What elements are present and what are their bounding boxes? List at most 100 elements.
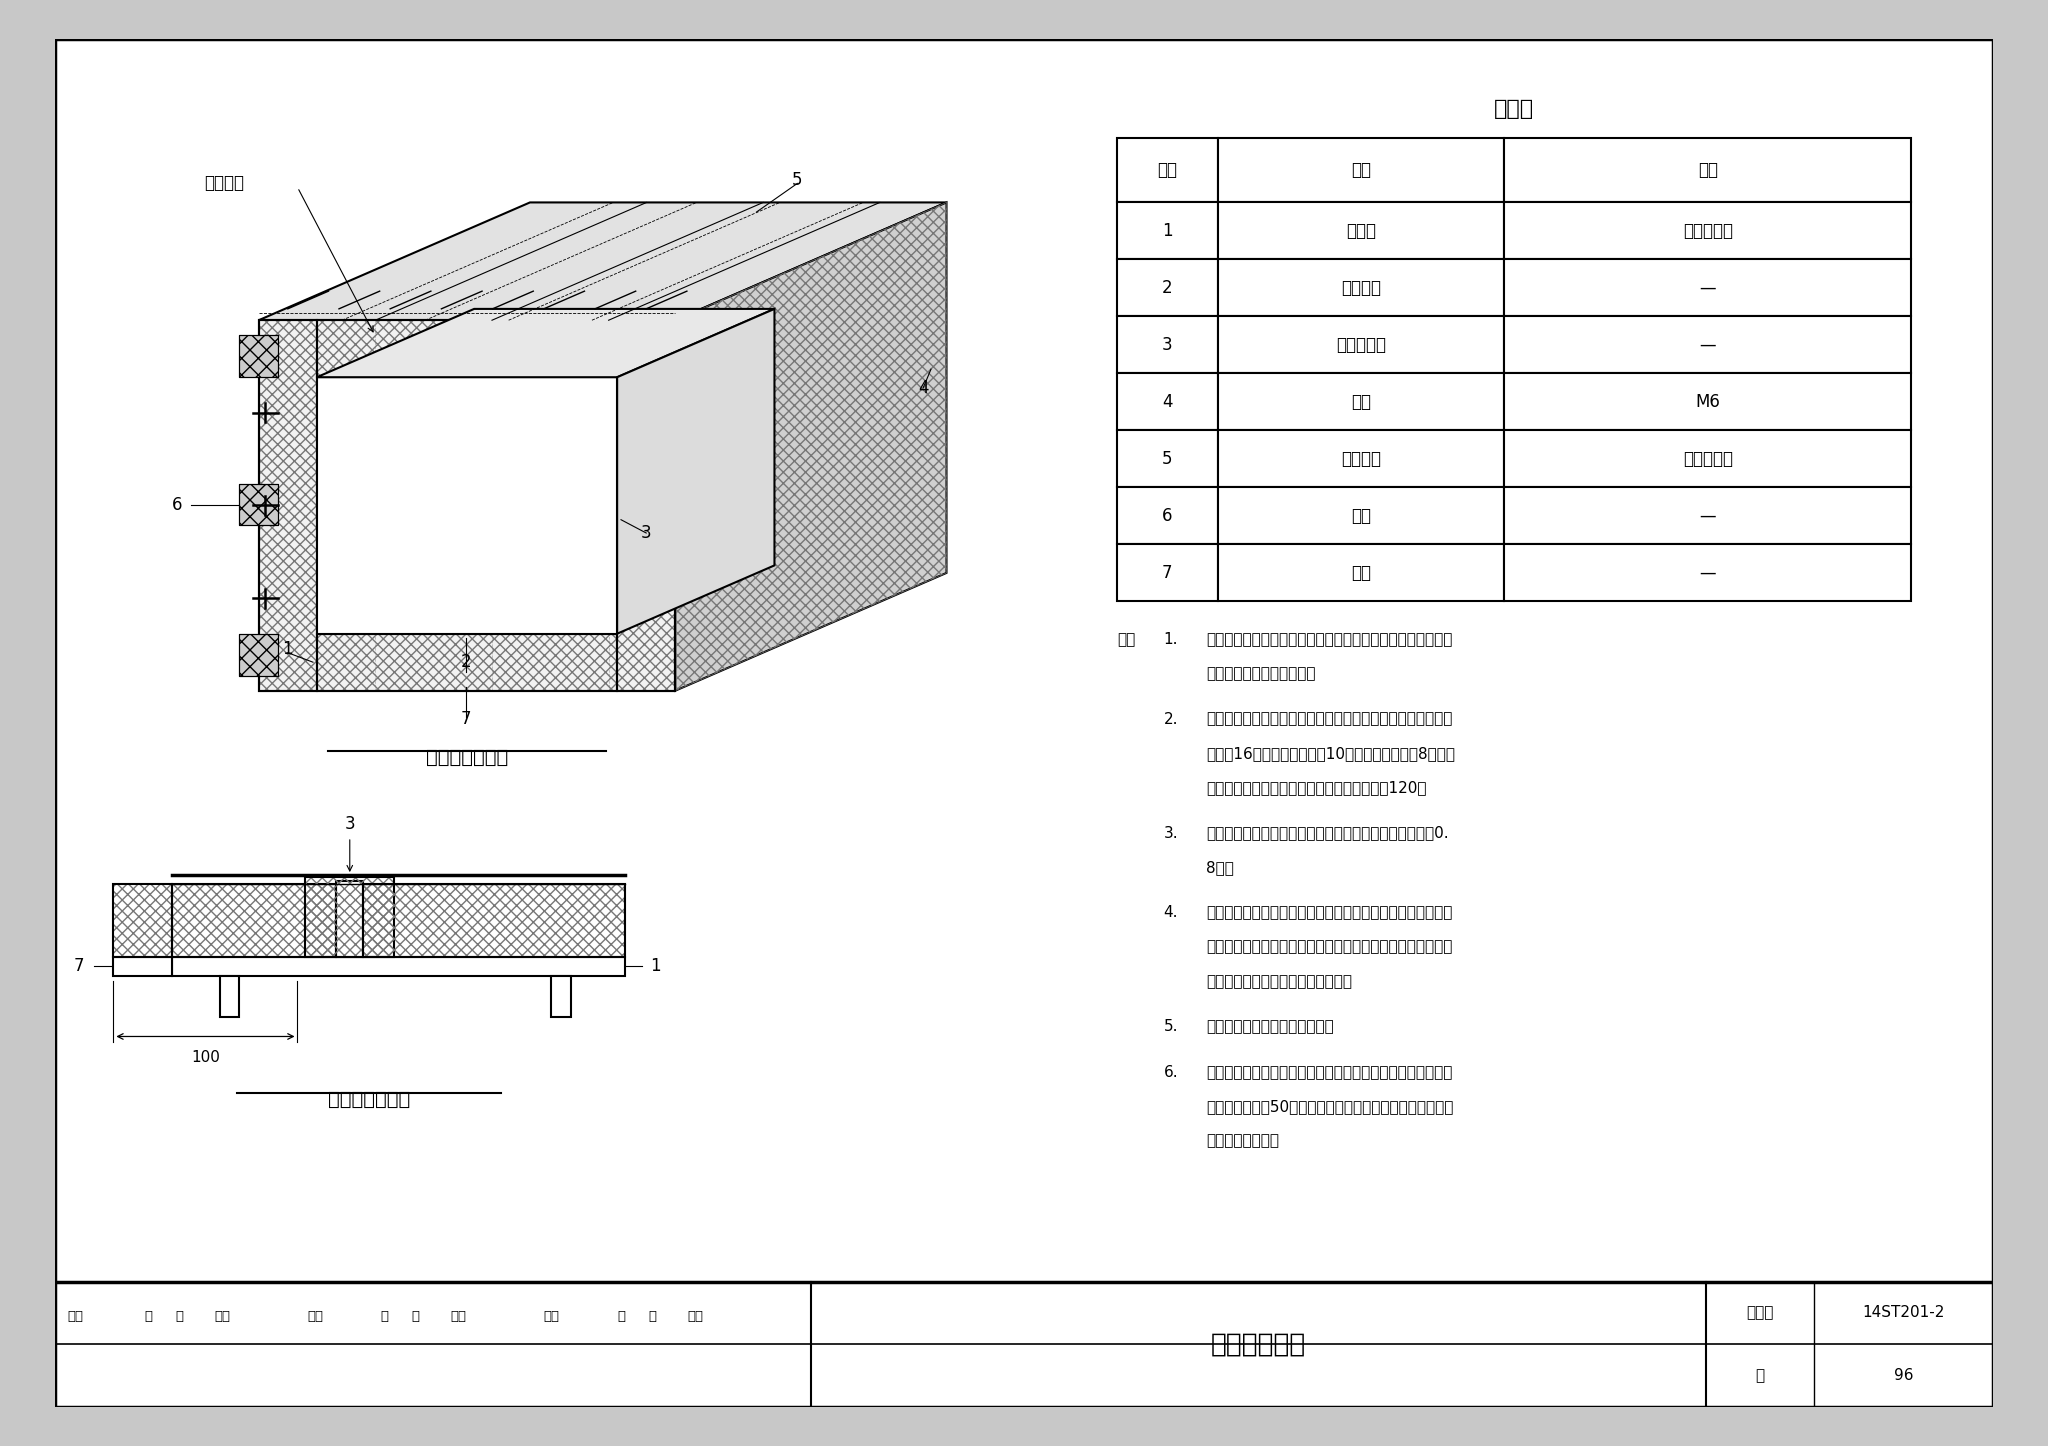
Bar [172, 885, 336, 957]
Bar [240, 633, 279, 675]
Text: 100: 100 [190, 1050, 219, 1064]
Text: 旭: 旭 [647, 1310, 655, 1323]
Bar [1505, 137, 1911, 202]
Bar [240, 633, 279, 675]
Text: 。铝板保护壳施工时，应注意风阀执行机构的手柄和接线便于: 。铝板保护壳施工时，应注意风阀执行机构的手柄和接线便于 [1206, 940, 1452, 954]
Bar [172, 885, 336, 957]
Bar [113, 957, 172, 976]
Text: 6.: 6. [1163, 1066, 1178, 1080]
Polygon shape [616, 309, 774, 633]
Text: 带有防潮隔汽层绝热材料的拼缝处，应用粘胶带封严。粘胶带: 带有防潮隔汽层绝热材料的拼缝处，应用粘胶带封严。粘胶带 [1206, 1066, 1452, 1080]
Text: 1: 1 [1161, 221, 1174, 240]
Text: 行保温钉至风管或保温材料边沿的距离应小于120。: 行保温钉至风管或保温材料边沿的距离应小于120。 [1206, 779, 1427, 795]
Bar [305, 876, 395, 957]
Text: 名称: 名称 [1352, 161, 1370, 179]
Text: 庐马: 庐马 [451, 1310, 467, 1323]
Bar [113, 885, 172, 957]
Text: 页: 页 [1755, 1368, 1765, 1384]
Bar [113, 885, 172, 957]
Text: 图集号: 图集号 [1747, 1306, 1774, 1320]
Text: 刘: 刘 [616, 1310, 625, 1323]
Bar [240, 483, 279, 525]
Text: 操作，并保证机构处保温棉不外露。: 操作，并保证机构处保温棉不外露。 [1206, 973, 1352, 989]
Bar [1116, 373, 1219, 431]
Bar [362, 885, 625, 957]
Text: 审核: 审核 [68, 1310, 82, 1323]
Bar [1116, 317, 1219, 373]
Text: 1: 1 [651, 957, 662, 975]
Bar [317, 320, 616, 377]
Polygon shape [258, 202, 946, 320]
Bar [362, 885, 625, 957]
Text: 96: 96 [1894, 1368, 1913, 1384]
Text: 应少于16个，侧面不应少于10个，顶面不应少于8个。首: 应少于16个，侧面不应少于10个，顶面不应少于8个。首 [1206, 746, 1456, 761]
Bar [336, 881, 362, 957]
Text: 销钉: 销钉 [1352, 508, 1370, 525]
Bar [240, 335, 279, 377]
Bar [1116, 137, 1219, 202]
Text: 保温棉的横、纵向接缝应错开。: 保温棉的横、纵向接缝应错开。 [1206, 1019, 1333, 1034]
Bar [305, 876, 395, 957]
Text: 7: 7 [74, 957, 84, 975]
Bar [1219, 431, 1505, 487]
Text: 编号: 编号 [1157, 161, 1178, 179]
Bar [616, 320, 676, 691]
Bar [1219, 373, 1505, 431]
Bar [1505, 544, 1911, 602]
Text: 自锁紧板: 自锁紧板 [1341, 279, 1380, 296]
Text: 6: 6 [172, 496, 182, 513]
Bar [551, 976, 571, 1018]
Bar [1116, 487, 1219, 544]
Bar [219, 976, 240, 1018]
Bar [240, 483, 279, 525]
Text: 4: 4 [1161, 393, 1174, 411]
Text: 7: 7 [461, 710, 471, 729]
Bar [317, 320, 616, 377]
Text: 1: 1 [283, 641, 293, 658]
Text: 得有胀裂和脱落。: 得有胀裂和脱落。 [1206, 1134, 1280, 1148]
Bar [1505, 202, 1911, 259]
Bar [317, 633, 616, 691]
Text: 斜垚: 斜垚 [215, 1310, 229, 1323]
Bar [317, 377, 616, 633]
Bar [258, 320, 317, 691]
Text: 螺母: 螺母 [1352, 393, 1370, 411]
Text: 校对: 校对 [307, 1310, 324, 1323]
Text: 燕: 燕 [176, 1310, 184, 1323]
Bar [1116, 259, 1219, 317]
Text: 自攻螺丝: 自攻螺丝 [1341, 450, 1380, 469]
Bar [1505, 487, 1911, 544]
Bar [1219, 544, 1505, 602]
Text: 5: 5 [1161, 450, 1174, 469]
Bar [55, 1281, 1993, 1407]
Bar [1116, 544, 1219, 602]
Text: 中心复测合格后方可施工。: 中心复测合格后方可施工。 [1206, 667, 1315, 681]
Text: 金属保护层: 金属保护层 [1335, 335, 1386, 354]
Text: 风管法兰保温图: 风管法兰保温图 [328, 1090, 410, 1109]
Text: 的宽度不应小于50。粘胶带应牢固地粘贴在防潮面层上，不: 的宽度不应小于50。粘胶带应牢固地粘贴在防潮面层上，不 [1206, 1099, 1454, 1115]
Text: 勇: 勇 [412, 1310, 420, 1323]
Text: 保温材料的材质、规格必须符合设计和规范要求，并经过检测: 保温材料的材质、规格必须符合设计和规范要求，并经过检测 [1206, 632, 1452, 646]
Bar [317, 633, 616, 691]
Text: 5.: 5. [1163, 1019, 1178, 1034]
Bar [1219, 202, 1505, 259]
Text: 3: 3 [344, 816, 354, 833]
Text: 李: 李 [381, 1310, 389, 1323]
Text: 4.: 4. [1163, 905, 1178, 921]
Text: 3.: 3. [1163, 826, 1178, 840]
Text: 8倍。: 8倍。 [1206, 860, 1235, 875]
Bar [1219, 259, 1505, 317]
Bar [1505, 259, 1911, 317]
Text: —: — [1700, 508, 1716, 525]
Text: 注：: 注： [1116, 632, 1135, 646]
Text: 刘伽: 刘伽 [686, 1310, 702, 1323]
Bar [1505, 431, 1911, 487]
Bar [258, 320, 676, 691]
Text: 风管法兰部位的保温层厚度，不应低于风管保温层厚度的0.: 风管法兰部位的保温层厚度，不应低于风管保温层厚度的0. [1206, 826, 1448, 840]
Text: 风管: 风管 [1352, 564, 1370, 581]
Text: 14ST201-2: 14ST201-2 [1862, 1306, 1946, 1320]
Bar [1116, 431, 1219, 487]
Text: 刘: 刘 [145, 1310, 152, 1323]
Text: 1.: 1. [1163, 632, 1178, 646]
Text: 3: 3 [641, 523, 651, 542]
